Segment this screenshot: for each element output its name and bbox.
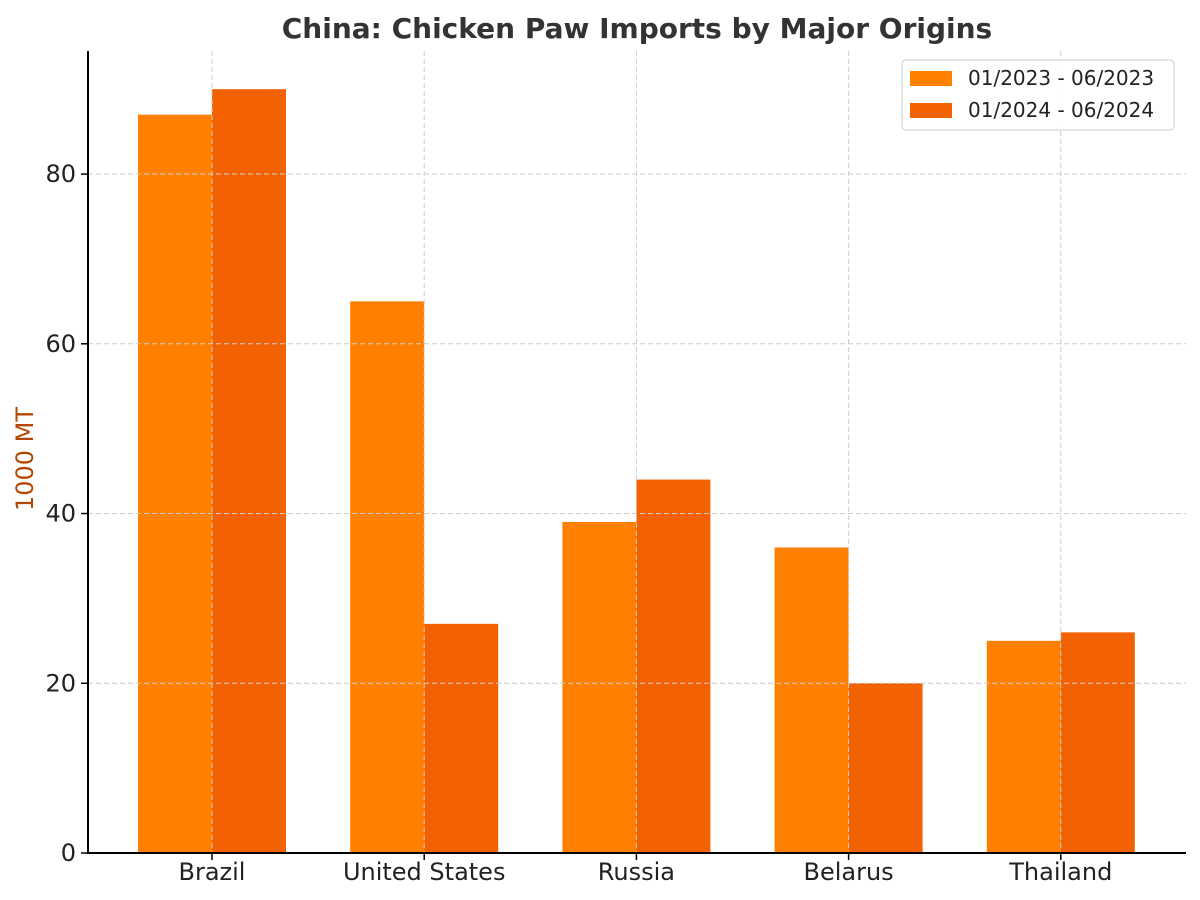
bar-thailand-series-1[interactable] [986, 640, 1061, 853]
grid-overlay [88, 51, 1186, 853]
legend-label: 01/2023 - 06/2023 [968, 66, 1154, 90]
bar-brazil-series-1[interactable] [138, 114, 212, 853]
x-tick-label: Brazil [179, 858, 246, 886]
legend-swatch [910, 71, 952, 86]
bar-united-states-series-1[interactable] [350, 301, 425, 853]
chart-title: China: Chicken Paw Imports by Major Orig… [282, 12, 992, 45]
x-tick-label: Russia [598, 858, 675, 886]
x-ticks: Brazil United States Russia Belarus Thailand [179, 853, 1112, 886]
y-ticks: 0 20 40 60 80 [45, 160, 88, 867]
bar-russia-series-1[interactable] [562, 522, 637, 853]
y-tick-label: 20 [45, 669, 76, 697]
bar-united-states-series-2[interactable] [424, 623, 499, 853]
y-tick-label: 0 [61, 839, 76, 867]
legend-box [901, 59, 1175, 131]
bars [138, 89, 1135, 853]
y-axis-label: 1000 MT [11, 407, 39, 511]
legend-label: 01/2024 - 06/2024 [968, 98, 1154, 122]
bar-belarus-series-2[interactable] [848, 683, 923, 853]
y-tick-label: 80 [45, 160, 76, 188]
bar-brazil-series-2[interactable] [212, 89, 286, 853]
bar-thailand-series-2[interactable] [1060, 632, 1135, 853]
legend[interactable]: 01/2023 - 06/2023 01/2024 - 06/2024 [901, 59, 1175, 131]
x-tick-label: United States [343, 858, 506, 886]
legend-swatch [910, 103, 952, 118]
x-tick-label: Thailand [1008, 858, 1112, 886]
x-tick-label: Belarus [804, 858, 894, 886]
bar-belarus-series-1[interactable] [774, 547, 849, 853]
bar-russia-series-2[interactable] [636, 479, 711, 853]
y-tick-label: 40 [45, 500, 76, 528]
y-tick-label: 60 [45, 330, 76, 358]
